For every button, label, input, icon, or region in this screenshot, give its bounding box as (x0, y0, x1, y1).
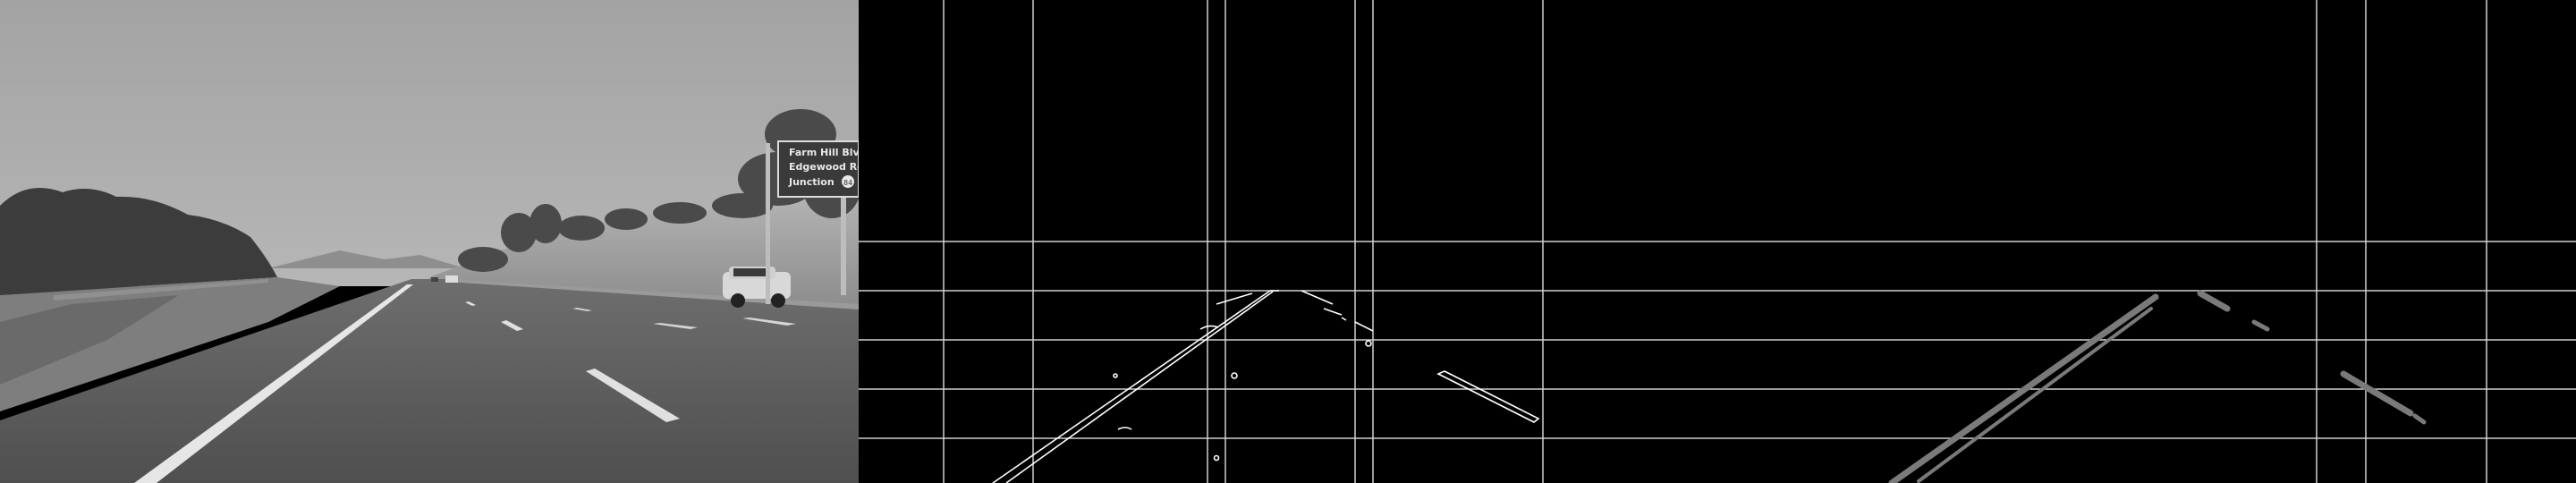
road-sign: Farm Hill Blvd Edgewood Rd Junction 84 (777, 140, 859, 198)
left-lane-detected (1888, 293, 2159, 483)
car (723, 267, 791, 308)
left-trees (0, 188, 277, 295)
hough-lines-image (1717, 0, 2576, 483)
sign-line-1: Farm Hill Blvd (789, 147, 859, 158)
hough-lines-panel (1717, 0, 2576, 483)
sign-line-3: Junction (788, 176, 835, 188)
right-dashed-lane-line (465, 301, 680, 422)
distant-hills (268, 250, 465, 268)
sign-post (766, 143, 770, 304)
canny-edges-panel (859, 0, 1717, 483)
right-lane-detected (2197, 290, 2231, 312)
detected-lane-lines (1888, 290, 2427, 483)
canny-edges-image (859, 0, 1717, 483)
grayscale-road-panel: Farm Hill Blvd Edgewood Rd Junction 84 (0, 0, 859, 483)
sign-line-2: Edgewood Rd (789, 161, 859, 173)
sign-shield: 84 (843, 179, 852, 187)
grid-lines-hough (1717, 0, 2576, 483)
grayscale-road-image: Farm Hill Blvd Edgewood Rd Junction 84 (0, 0, 859, 483)
guard-rail (54, 279, 268, 301)
edge-lines (992, 290, 1540, 483)
grid-lines (859, 0, 1717, 483)
left-lane-line (134, 284, 413, 483)
